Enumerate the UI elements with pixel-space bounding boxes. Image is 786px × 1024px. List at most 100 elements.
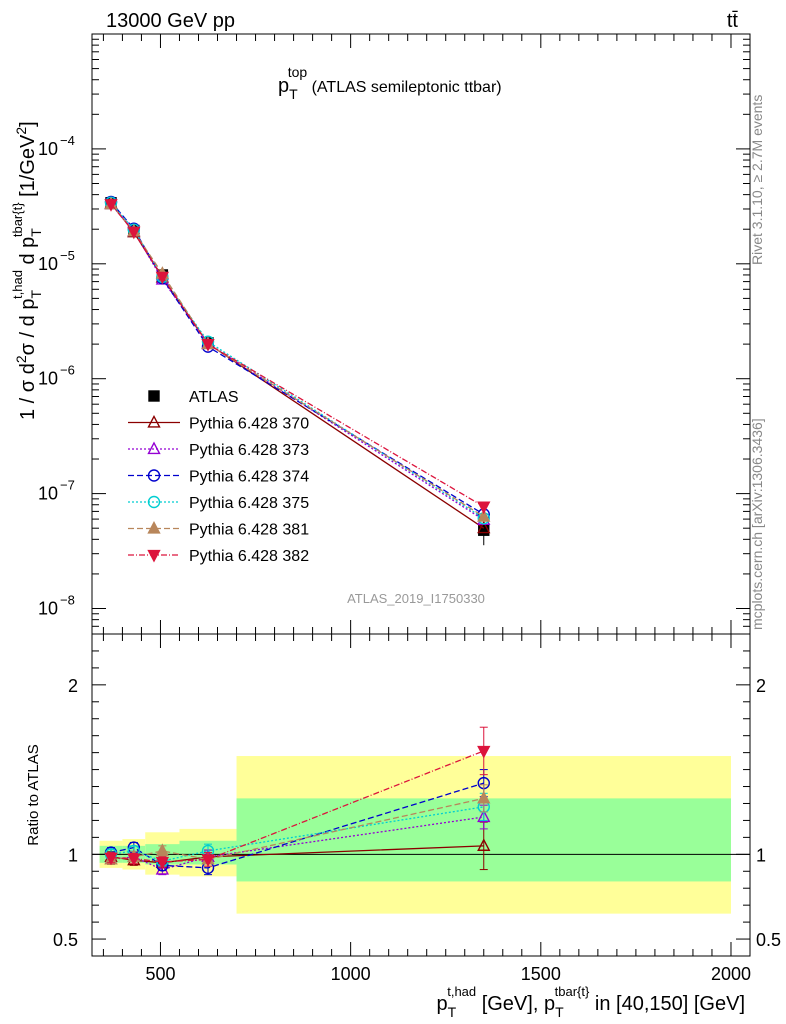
ratio-uncertainty-bands	[99, 756, 731, 914]
legend-label: Pythia 6.428 370	[189, 416, 309, 433]
ylabel-part-j: 2	[13, 127, 29, 135]
main-panel-frame	[91, 33, 751, 635]
ylabel-part-e: t,had	[10, 270, 25, 299]
xlabel-part-c: t,had	[447, 984, 476, 999]
ylabel-part-k: ]	[17, 121, 39, 127]
y-tick-label-exponent: −8	[60, 593, 75, 608]
data-point	[477, 509, 491, 522]
x-tick-label: 1000	[331, 964, 371, 984]
title-sup: top	[288, 64, 308, 80]
ratio-y-tick-label-right: 2	[756, 676, 766, 696]
legend-marker	[147, 414, 161, 428]
ratio-series-5	[104, 726, 491, 870]
legend-label: Pythia 6.428 382	[189, 548, 309, 565]
data-point	[477, 520, 491, 534]
legend-marker	[147, 549, 161, 563]
data-point	[477, 501, 491, 515]
ratio-point	[155, 843, 170, 857]
ylabel-part-b: 2	[13, 355, 29, 363]
legend-label: Pythia 6.428 381	[189, 522, 309, 539]
ratio-series-group	[104, 726, 491, 876]
title-rest: (ATLAS semileptonic ttbar)	[307, 79, 501, 96]
legend-marker	[147, 495, 161, 509]
ratio-y-tick-label: 0.5	[53, 930, 78, 950]
ratio-point	[104, 852, 118, 866]
ratio-y-tick-label-right: 0.5	[756, 930, 781, 950]
y-tick-label: 10	[38, 369, 58, 389]
legend-marker	[147, 520, 161, 534]
data-point	[155, 271, 170, 285]
ylabel-part-a: 1 / σ d	[17, 363, 39, 420]
y-tick-label: 10	[38, 254, 58, 274]
ylabel-part-h: tbar{t}	[10, 202, 25, 237]
data-point	[104, 199, 118, 212]
legend-label: Pythia 6.428 374	[189, 469, 309, 486]
legend-label: Pythia 6.428 373	[189, 442, 309, 459]
main-plot-title: pTtop (ATLAS semileptonic ttbar)	[278, 64, 502, 102]
data-point	[127, 226, 141, 240]
ylabel-part-i: [1/GeV	[17, 134, 39, 202]
ratio-point	[477, 745, 491, 759]
data-point	[201, 339, 215, 352]
ratio-panel-frame	[91, 633, 751, 957]
legend-entry: Pythia 6.428 382	[128, 548, 309, 565]
ylabel-part-f: d p	[17, 237, 39, 270]
ratio-point	[477, 790, 491, 804]
main-axis-ticks: 10−810−710−610−510−4	[38, 33, 751, 635]
y-tick-label: 10	[38, 139, 58, 159]
legend-label: Pythia 6.428 375	[189, 495, 309, 512]
legend-marker	[148, 390, 160, 402]
ratio-line	[110, 797, 484, 861]
main-series-group	[104, 195, 491, 546]
ratio-point	[155, 856, 170, 870]
y-tick-label: 10	[38, 484, 58, 504]
x-tick-label: 1500	[521, 964, 561, 984]
ylabel-part-g: T	[28, 228, 44, 237]
xlabel-part-a: p	[437, 993, 448, 1015]
y-tick-label-exponent: −7	[60, 478, 75, 493]
ratio-point	[477, 809, 491, 823]
legend-entry: Pythia 6.428 374	[128, 469, 309, 486]
ratio-y-axis-label: Ratio to ATLAS	[25, 744, 42, 845]
main-y-axis-label: 1 / σ d2σ / d pTt,had d pTtbar{t} [1/GeV…	[10, 121, 44, 420]
legend-marker	[147, 441, 161, 455]
analysis-id-watermark: ATLAS_2019_I1750330	[347, 591, 485, 606]
mcplots-credit-label: mcplots.cern.ch [arXiv:1306.3436]	[749, 418, 765, 630]
header-energy-label: 13000 GeV pp	[106, 10, 235, 32]
x-tick-label: 2000	[711, 964, 751, 984]
xlabel-part-b: T	[448, 1004, 457, 1020]
ratio-y-tick-label-right: 1	[756, 845, 766, 865]
y-tick-label-exponent: −6	[60, 363, 75, 378]
ratio-y-tick-label: 2	[68, 676, 78, 696]
legend-entry: Pythia 6.428 373	[128, 441, 309, 459]
legend-label: ATLAS	[189, 389, 239, 406]
xlabel-part-e: T	[555, 1004, 564, 1020]
legend: ATLAS Pythia 6.428 370 Pythia 6.428 373 Pyt…	[128, 389, 309, 565]
title-p: p	[278, 75, 289, 97]
legend-entry: ATLAS	[148, 389, 239, 406]
xlabel-part-g: in [40,150] [GeV]	[589, 993, 745, 1015]
legend-entry: Pythia 6.428 375	[128, 495, 309, 512]
ratio-point	[477, 838, 491, 851]
y-tick-label-exponent: −5	[60, 248, 75, 263]
y-tick-label: 10	[38, 599, 58, 619]
xlabel-part-d: [GeV], p	[476, 993, 555, 1015]
y-tick-label-exponent: −4	[60, 133, 75, 148]
ylabel-part-d: T	[28, 290, 44, 299]
title-sub: T	[289, 86, 298, 102]
ratio-y-tick-label: 1	[68, 845, 78, 865]
series-line	[110, 203, 485, 508]
ratio-line	[110, 750, 484, 863]
legend-marker	[147, 469, 161, 482]
ylabel-part-c: σ / d p	[17, 299, 39, 356]
x-tick-label: 500	[145, 964, 175, 984]
series-6	[104, 199, 491, 515]
series-line	[110, 201, 485, 515]
ratio-point	[201, 854, 215, 867]
ratio-point	[155, 862, 170, 875]
x-axis-label: pTt,had [GeV], pTtbar{t} in [40,150] [Ge…	[437, 984, 745, 1020]
legend-entry: Pythia 6.428 381	[128, 520, 309, 539]
header-process-label: tt̄	[727, 10, 739, 32]
